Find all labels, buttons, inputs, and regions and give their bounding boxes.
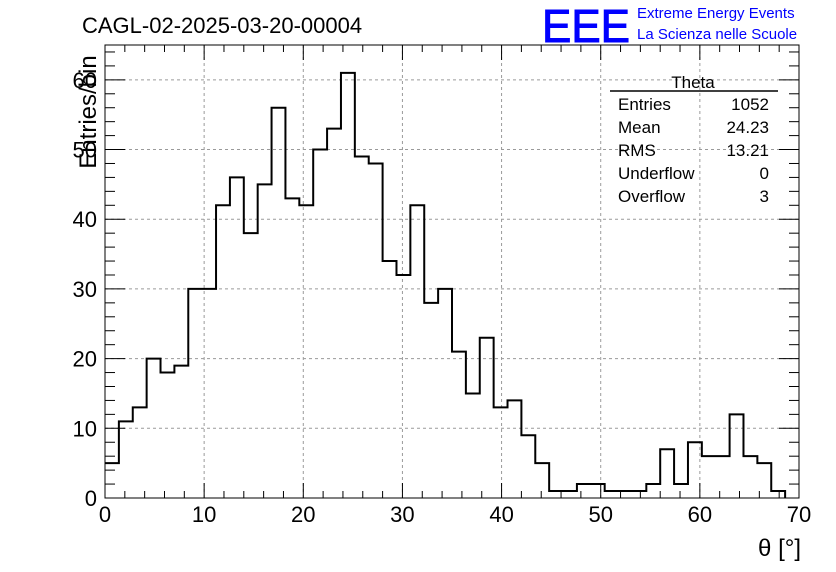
histogram-bin <box>716 456 730 498</box>
histogram-bin <box>674 484 688 498</box>
histogram-bin <box>272 108 286 498</box>
y-axis-label: Entries/bin <box>75 55 102 168</box>
y-tick-label: 0 <box>85 486 97 511</box>
histogram-bin <box>174 366 188 498</box>
histogram-bin <box>258 184 272 498</box>
y-tick-label: 40 <box>73 207 97 232</box>
stats-box: Theta Entries 1052 Mean 24.23 RMS 13.21 … <box>610 73 778 206</box>
axis-ticks <box>104 45 800 499</box>
y-tick-label: 20 <box>73 347 97 372</box>
x-tick-label: 60 <box>688 502 712 527</box>
histogram-bin <box>133 407 147 498</box>
stats-title: Theta <box>671 73 715 92</box>
histogram-bin <box>730 414 744 498</box>
histogram-bin <box>702 456 716 498</box>
run-title: CAGL-02-2025-03-20-00004 <box>82 13 362 38</box>
stats-row-entries: Entries 1052 <box>618 95 769 114</box>
histogram-bin <box>285 198 299 498</box>
histogram-bin <box>591 484 605 498</box>
plot-frame <box>104 44 800 499</box>
histogram-bin <box>383 261 397 498</box>
histogram-bin <box>452 352 466 498</box>
histogram-bin <box>743 456 757 498</box>
histogram-bin <box>410 205 424 498</box>
histogram-bin <box>341 73 355 498</box>
stats-value: 3 <box>760 187 769 206</box>
stats-row-underflow: Underflow 0 <box>618 164 769 183</box>
histogram-bin <box>313 150 327 498</box>
grid-lines <box>105 45 799 498</box>
histogram-bin <box>771 491 785 498</box>
y-tick-label: 60 <box>73 68 97 93</box>
histogram-outline <box>105 71 787 498</box>
y-tick-label: 50 <box>73 138 97 163</box>
stats-label: Underflow <box>618 164 695 183</box>
histogram-bin <box>105 463 119 498</box>
histogram-bin <box>660 449 674 498</box>
stats-value: 1052 <box>731 95 769 114</box>
eee-logo: EEE <box>542 0 630 52</box>
histogram-bin <box>369 163 383 498</box>
y-tick-labels: 0 10 20 30 40 50 60 <box>73 68 97 511</box>
stats-label: Mean <box>618 118 661 137</box>
histogram-bin <box>244 233 258 498</box>
org-name-line1: Extreme Energy Events <box>637 5 795 22</box>
stats-value: 13.21 <box>726 141 769 160</box>
histogram-bin <box>299 205 313 498</box>
x-tick-label: 0 <box>99 502 111 527</box>
y-tick-label: 30 <box>73 277 97 302</box>
x-tick-label: 50 <box>588 502 612 527</box>
x-tick-label: 30 <box>390 502 414 527</box>
histogram-bin <box>521 435 535 498</box>
stats-value: 0 <box>760 164 769 183</box>
histogram-bins <box>105 73 785 498</box>
histogram-bin <box>327 129 341 498</box>
histogram-bin <box>466 393 480 498</box>
x-tick-label: 70 <box>787 502 811 527</box>
histogram-bin <box>563 491 577 498</box>
histogram-bin <box>535 463 549 498</box>
histogram-bin <box>508 400 522 498</box>
histogram-bin <box>230 177 244 498</box>
histogram-bin <box>494 407 508 498</box>
x-tick-label: 20 <box>291 502 315 527</box>
x-axis-label: θ [°] <box>758 535 801 562</box>
histogram-bin <box>646 484 660 498</box>
stats-row-rms: RMS 13.21 <box>618 141 769 160</box>
histogram-bin <box>438 289 452 498</box>
org-name-line2: La Scienza nelle Scuole <box>637 26 797 43</box>
stats-label: Overflow <box>618 187 686 206</box>
histogram-bin <box>396 275 410 498</box>
stats-row-mean: Mean 24.23 <box>618 118 769 137</box>
stats-label: Entries <box>618 95 671 114</box>
histogram-bin <box>216 205 230 498</box>
histogram-bin <box>577 484 591 498</box>
histogram-bin <box>119 421 133 498</box>
y-tick-label: 10 <box>73 416 97 441</box>
histogram-bin <box>605 491 619 498</box>
histogram-bin <box>188 289 202 498</box>
stats-row-overflow: Overflow 3 <box>618 187 769 206</box>
x-tick-label: 40 <box>489 502 513 527</box>
histogram-bin <box>632 491 646 498</box>
stats-label: RMS <box>618 141 656 160</box>
x-tick-label: 10 <box>192 502 216 527</box>
stats-value: 24.23 <box>726 118 769 137</box>
histogram-bin <box>355 157 369 498</box>
x-tick-labels: 0 10 20 30 40 50 60 70 <box>99 502 811 527</box>
histogram-bin <box>161 373 175 498</box>
histogram-bin <box>480 338 494 498</box>
histogram-bin <box>424 303 438 498</box>
